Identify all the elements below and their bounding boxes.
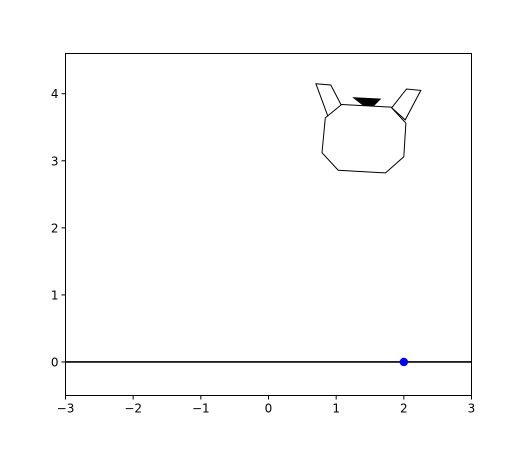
y-tick-label: 3 <box>51 154 59 168</box>
axes-layer: −3 −2 −1 0 1 2 3 0 1 2 3 4 <box>51 53 476 416</box>
x-tick-label: −2 <box>124 402 142 416</box>
y-tick-label: 2 <box>51 221 59 235</box>
lander-body <box>321 103 407 174</box>
x-tick-label: −1 <box>192 402 210 416</box>
lander-flame <box>352 97 382 107</box>
data-layer <box>65 83 472 367</box>
y-tick-label: 0 <box>51 355 59 369</box>
x-tick-label: 1 <box>332 402 340 416</box>
x-tick-label: −3 <box>57 402 75 416</box>
y-tick-label: 1 <box>51 288 59 302</box>
target-point <box>399 357 409 367</box>
x-tick-label: 2 <box>400 402 408 416</box>
x-tick-label: 3 <box>468 402 476 416</box>
lander-right-leg <box>391 88 422 121</box>
x-tick-label: 0 <box>265 402 273 416</box>
y-tick-label: 4 <box>51 87 59 101</box>
